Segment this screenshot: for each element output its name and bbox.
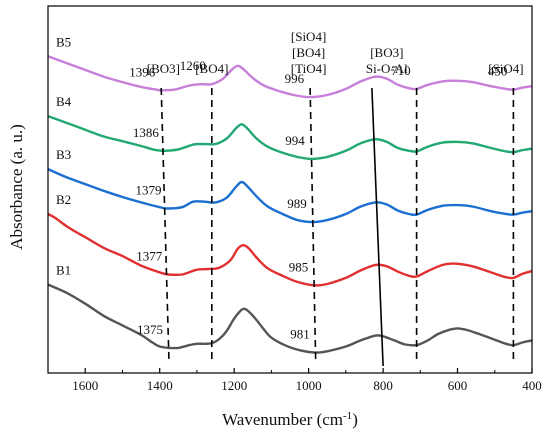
series-curves xyxy=(47,55,533,354)
peak-label-b5-1396: 1396 xyxy=(129,64,156,79)
series-label-b2: B2 xyxy=(56,192,71,207)
plot-frame xyxy=(47,5,533,374)
x-axis-title: Wavenumber (cm-1) xyxy=(222,410,358,429)
series-label-b3: B3 xyxy=(56,147,71,162)
peak-label-b4-1386: 1386 xyxy=(133,125,160,140)
axes: 1600 1400 1200 1000 800 600 400 xyxy=(47,5,542,393)
peak-label-b2-1377: 1377 xyxy=(136,249,163,264)
x-tick-label-1000: 1000 xyxy=(296,378,322,393)
peak-label-b2-985: 985 xyxy=(289,259,309,274)
band-annotation-1-line-0: [BO4] xyxy=(195,61,228,76)
peak-label-b5-450: 450 xyxy=(488,64,508,79)
dashed-guide-0 xyxy=(160,87,170,363)
series-line-b2 xyxy=(47,212,533,287)
x-tick-label-600: 600 xyxy=(448,378,468,393)
band-annotation-2-line-2: [TiO4] xyxy=(291,61,327,76)
series-label-b4: B4 xyxy=(56,94,72,109)
dashed-guide-2 xyxy=(309,87,317,363)
band-annotation-0-line-0: [BO3] xyxy=(147,61,180,76)
peak-label-b3-1379: 1379 xyxy=(136,183,162,198)
series-label-b5: B5 xyxy=(56,34,71,49)
guide-lines xyxy=(160,87,515,367)
band-annotation-3-line-1: Si-O-Al xyxy=(366,61,408,76)
band-annotation-3-line-0: [BO3] xyxy=(370,45,403,60)
band-annotation-2-line-0: [SiO4] xyxy=(291,29,326,44)
peak-label-b3-989: 989 xyxy=(287,196,307,211)
x-tick-label-1400: 1400 xyxy=(147,378,173,393)
peak-label-b5-996: 996 xyxy=(285,71,305,86)
peak-label-b1-1375: 1375 xyxy=(137,322,163,337)
peak-label-b4-994: 994 xyxy=(285,133,305,148)
series-line-b1 xyxy=(47,283,533,354)
series-line-b4 xyxy=(47,114,533,161)
x-tick-label-800: 800 xyxy=(373,378,393,393)
x-tick-label-400: 400 xyxy=(522,378,542,393)
x-tick-label-1600: 1600 xyxy=(72,378,98,393)
series-label-b1: B1 xyxy=(56,263,71,278)
solid-guide-0 xyxy=(371,87,384,367)
peak-label-b5-1260: 1260 xyxy=(180,58,206,73)
peak-label-b1-981: 981 xyxy=(290,327,310,342)
series-line-b3 xyxy=(47,168,533,224)
band-annotation-4-line-0: [SiO4] xyxy=(488,61,523,76)
peak-label-b5-710: 710 xyxy=(391,63,411,78)
y-axis-title: Absorbance (a. u.) xyxy=(7,124,26,250)
band-annotation-2-line-1: [BO4] xyxy=(292,45,325,60)
series-line-b5 xyxy=(47,55,533,99)
x-tick-label-1200: 1200 xyxy=(221,378,247,393)
